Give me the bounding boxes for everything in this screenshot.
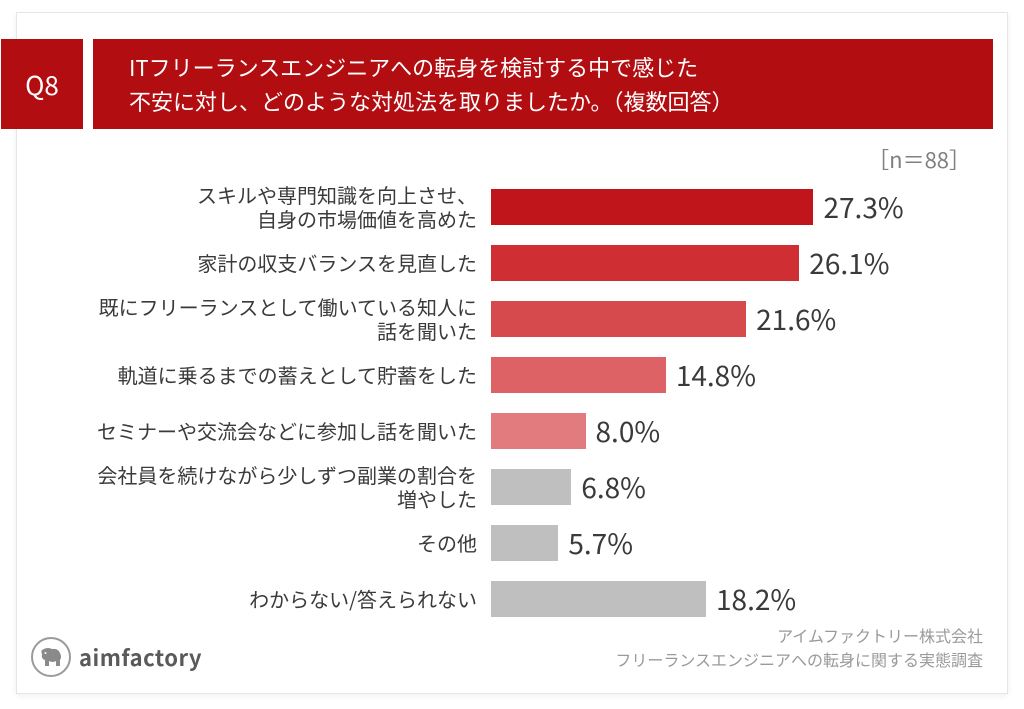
bar-value: 18.2% bbox=[706, 579, 796, 619]
chart-row: 家計の収支バランスを見直した 26.1% bbox=[39, 237, 979, 289]
bar-value: 26.1% bbox=[799, 243, 889, 283]
row-label-line: 軌道に乗るまでの蓄えとして貯蓄をした bbox=[39, 363, 477, 387]
bar-value: 14.8% bbox=[666, 355, 756, 395]
bar bbox=[491, 357, 666, 393]
title-line-1: ITフリーランスエンジニアへの転身を検討する中で感じた bbox=[129, 50, 993, 84]
row-label: その他 bbox=[39, 531, 491, 555]
bar-zone: 18.2% bbox=[491, 579, 979, 619]
row-label-line: わからない/答えられない bbox=[39, 587, 477, 611]
bar-zone: 6.8% bbox=[491, 467, 979, 507]
row-label: 既にフリーランスとして働いている知人に話を聞いた bbox=[39, 295, 491, 343]
bar bbox=[491, 189, 813, 225]
row-label: 会社員を続けながら少しずつ副業の割合を増やした bbox=[39, 463, 491, 511]
row-label-line: 自身の市場価値を高めた bbox=[39, 207, 477, 231]
bar bbox=[491, 301, 746, 337]
question-number: Q8 bbox=[25, 66, 59, 103]
bar-zone: 14.8% bbox=[491, 355, 979, 395]
title-line-2: 不安に対し、どのような対処法を取りましたか。（複数回答） bbox=[129, 84, 993, 118]
chart-row: セミナーや交流会などに参加し話を聞いた 8.0% bbox=[39, 405, 979, 457]
bar-zone: 8.0% bbox=[491, 411, 979, 451]
row-label: 軌道に乗るまでの蓄えとして貯蓄をした bbox=[39, 363, 491, 387]
brand-logo: aimfactory bbox=[31, 637, 202, 677]
question-badge: Q8 bbox=[1, 39, 83, 129]
sample-size-label: ［n＝88］ bbox=[867, 143, 971, 175]
chart-row: その他 5.7% bbox=[39, 517, 979, 569]
row-label-line: その他 bbox=[39, 531, 477, 555]
chart-row: 既にフリーランスとして働いている知人に話を聞いた 21.6% bbox=[39, 293, 979, 345]
brand-name: aimfactory bbox=[79, 641, 202, 673]
title-bar: ITフリーランスエンジニアへの転身を検討する中で感じた 不安に対し、どのような対… bbox=[93, 39, 993, 129]
bar-value: 27.3% bbox=[813, 187, 903, 227]
row-label-line: 家計の収支バランスを見直した bbox=[39, 251, 477, 275]
bar-zone: 5.7% bbox=[491, 523, 979, 563]
row-label-line: 増やした bbox=[39, 487, 477, 511]
chart-row: 会社員を続けながら少しずつ副業の割合を増やした 6.8% bbox=[39, 461, 979, 513]
row-label: 家計の収支バランスを見直した bbox=[39, 251, 491, 275]
bar-value: 8.0% bbox=[586, 411, 661, 451]
bar-value: 5.7% bbox=[558, 523, 633, 563]
credit-line-2: フリーランスエンジニアへの転身に関する実態調査 bbox=[615, 647, 983, 671]
chart-card: Q8 ITフリーランスエンジニアへの転身を検討する中で感じた 不安に対し、どのよ… bbox=[16, 12, 1008, 694]
chart-row: 軌道に乗るまでの蓄えとして貯蓄をした 14.8% bbox=[39, 349, 979, 401]
bar-zone: 27.3% bbox=[491, 187, 979, 227]
row-label-line: セミナーや交流会などに参加し話を聞いた bbox=[39, 419, 477, 443]
row-label: わからない/答えられない bbox=[39, 587, 491, 611]
bar-value: 21.6% bbox=[746, 299, 836, 339]
bar-zone: 21.6% bbox=[491, 299, 979, 339]
chart-row: スキルや専門知識を向上させ、自身の市場価値を高めた 27.3% bbox=[39, 181, 979, 233]
row-label: セミナーや交流会などに参加し話を聞いた bbox=[39, 419, 491, 443]
row-label-line: 話を聞いた bbox=[39, 319, 477, 343]
bar bbox=[491, 525, 558, 561]
bar bbox=[491, 469, 571, 505]
bar bbox=[491, 413, 586, 449]
bar bbox=[491, 245, 799, 281]
bar-chart: スキルや専門知識を向上させ、自身の市場価値を高めた 27.3% 家計の収支バランスを… bbox=[39, 181, 979, 631]
bar bbox=[491, 581, 706, 617]
credit-line-1: アイムファクトリー株式会社 bbox=[615, 623, 983, 647]
bar-zone: 26.1% bbox=[491, 243, 979, 283]
bar-value: 6.8% bbox=[571, 467, 646, 507]
row-label: スキルや専門知識を向上させ、自身の市場価値を高めた bbox=[39, 183, 491, 231]
footer-credit: アイムファクトリー株式会社 フリーランスエンジニアへの転身に関する実態調査 bbox=[615, 623, 983, 671]
chart-row: わからない/答えられない 18.2% bbox=[39, 573, 979, 625]
elephant-icon bbox=[31, 637, 71, 677]
